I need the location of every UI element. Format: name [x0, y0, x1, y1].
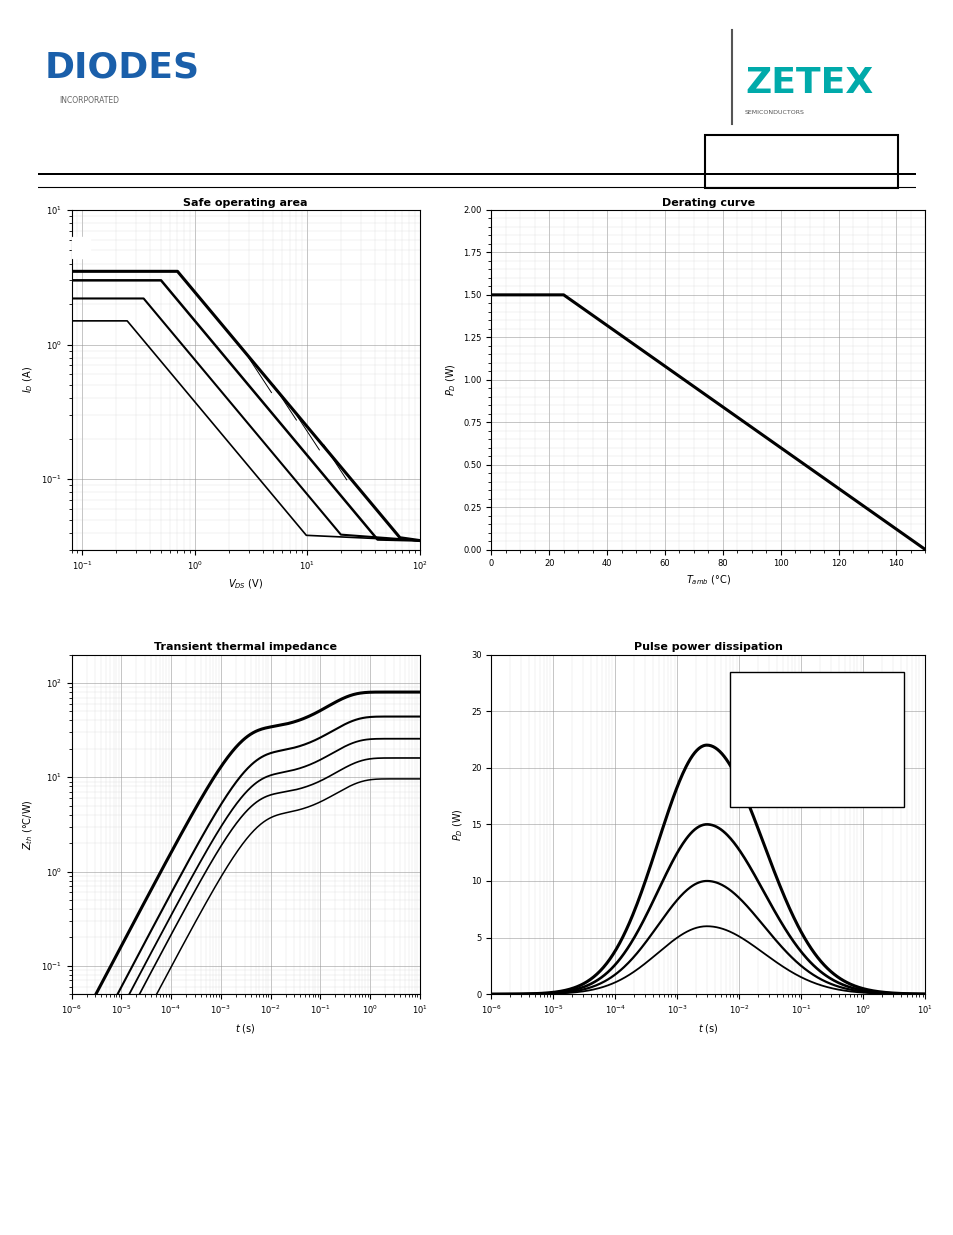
X-axis label: $V_{DS}$ (V): $V_{DS}$ (V): [228, 577, 263, 590]
X-axis label: $t$ (s): $t$ (s): [698, 1021, 718, 1035]
FancyBboxPatch shape: [729, 672, 902, 808]
Text: DIODES: DIODES: [45, 51, 199, 84]
Text: SEMICONDUCTORS: SEMICONDUCTORS: [744, 110, 804, 115]
Title: Derating curve: Derating curve: [661, 198, 754, 207]
X-axis label: $T_{amb}$ (°C): $T_{amb}$ (°C): [685, 574, 730, 588]
Y-axis label: $Z_{th}$ (°C/W): $Z_{th}$ (°C/W): [22, 799, 35, 850]
X-axis label: $t$ (s): $t$ (s): [235, 1021, 255, 1035]
Y-axis label: $I_D$ (A): $I_D$ (A): [22, 367, 35, 393]
Y-axis label: $P_D$ (W): $P_D$ (W): [452, 808, 465, 841]
Text: ZETEX: ZETEX: [744, 65, 872, 100]
Title: Transient thermal impedance: Transient thermal impedance: [154, 642, 336, 652]
Y-axis label: $P_D$ (W): $P_D$ (W): [443, 363, 457, 396]
Title: Pulse power dissipation: Pulse power dissipation: [633, 642, 782, 652]
FancyBboxPatch shape: [704, 135, 897, 189]
Title: Safe operating area: Safe operating area: [183, 198, 308, 207]
Text: INCORPORATED: INCORPORATED: [59, 96, 119, 105]
